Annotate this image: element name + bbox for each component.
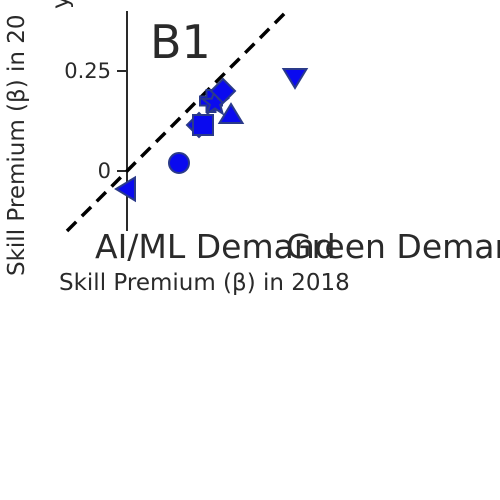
data-point-triangle-up	[217, 102, 245, 124]
category-label-ai-ml: AI/ML Demand	[95, 227, 336, 266]
category-label-green: Green Demar	[286, 227, 500, 266]
y-tick-label: 0.25	[64, 59, 111, 83]
data-point-triangle-left	[114, 175, 136, 203]
data-point-circle	[168, 152, 190, 174]
data-point-square	[192, 114, 214, 136]
plot-area	[65, 9, 309, 233]
data-point-triangle-down	[281, 68, 309, 90]
y-axis-title-prefix: y	[48, 0, 74, 9]
reference-line-45deg	[65, 9, 289, 233]
y-axis-title: Skill Premium (β) in 20	[4, 14, 30, 276]
y-tick-label: 0	[98, 159, 111, 183]
x-axis-title: Skill Premium (β) in 2018	[59, 270, 350, 296]
data-point-diamond	[209, 77, 237, 105]
y-ticks: 0.25 0	[64, 59, 127, 183]
panel-label: B1	[150, 15, 211, 69]
